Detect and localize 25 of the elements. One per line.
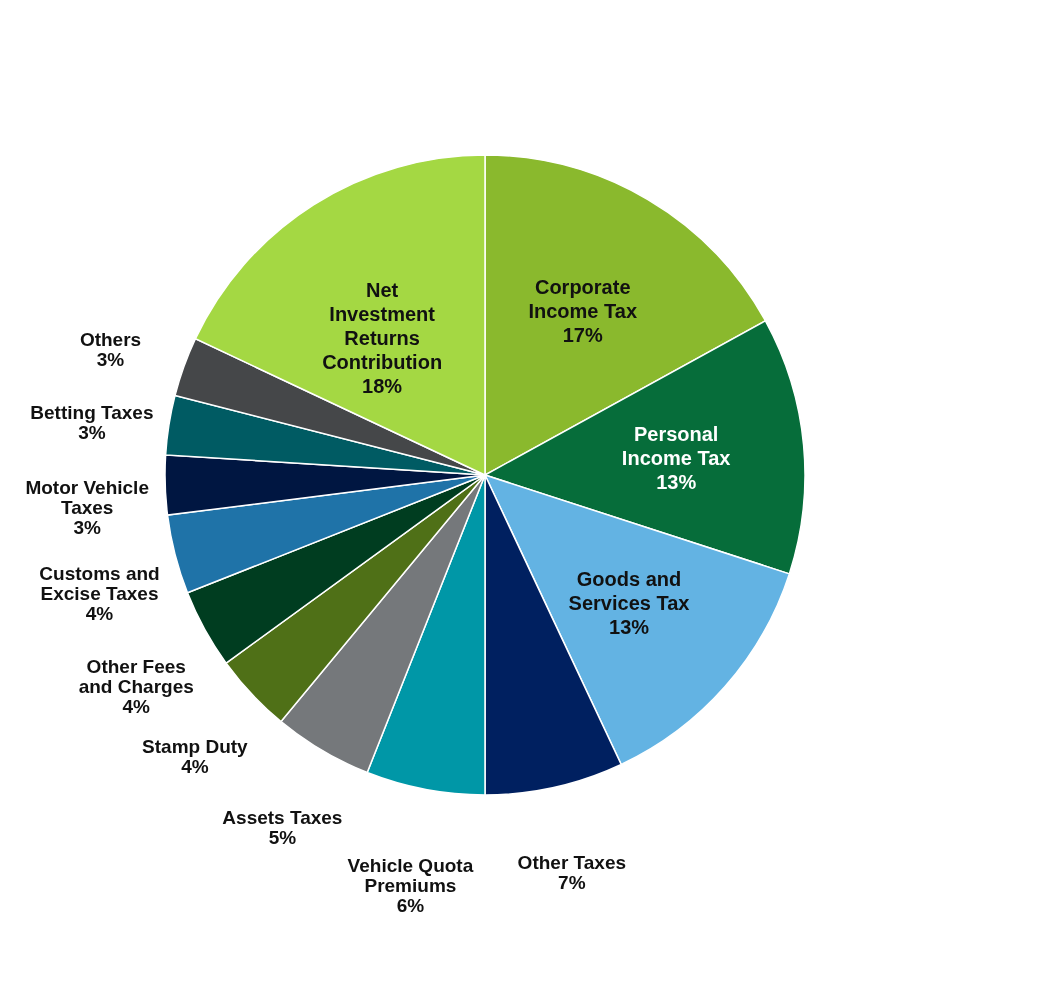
slice-label: Net Investment Returns Contribution bbox=[322, 278, 443, 373]
data-label: 4% bbox=[181, 756, 209, 778]
slice-label: Others bbox=[79, 329, 142, 351]
slice-label: Corporate Income Tax bbox=[528, 275, 638, 322]
slice-label: Other Fees and Charges bbox=[78, 655, 194, 697]
slice-label: Vehicle Quota Premiums bbox=[347, 854, 474, 896]
data-label: 3% bbox=[73, 516, 102, 538]
slice-label: Motor Vehicle Taxes bbox=[25, 476, 149, 518]
data-label: 5% bbox=[268, 826, 297, 848]
slice-label: Goods and Services Tax bbox=[568, 567, 690, 614]
slice-label: Other Taxes bbox=[517, 852, 627, 874]
data-label: 4% bbox=[122, 695, 151, 717]
data-label: 13% bbox=[656, 470, 697, 493]
data-label: 4% bbox=[85, 602, 114, 624]
data-label: 6% bbox=[396, 894, 425, 916]
slice-label: Assets Taxes bbox=[222, 806, 343, 828]
data-label: 18% bbox=[362, 374, 403, 397]
slice-label: Betting Taxes bbox=[30, 401, 154, 423]
data-label: 13% bbox=[609, 615, 650, 638]
slice-label: Customs and Excise Taxes bbox=[39, 562, 160, 604]
data-label: 3% bbox=[96, 349, 125, 371]
slice-label: Personal Income Tax bbox=[621, 422, 731, 469]
data-label: 17% bbox=[562, 323, 603, 346]
data-label: 7% bbox=[558, 872, 586, 894]
slice-label: Stamp Duty bbox=[142, 736, 249, 758]
